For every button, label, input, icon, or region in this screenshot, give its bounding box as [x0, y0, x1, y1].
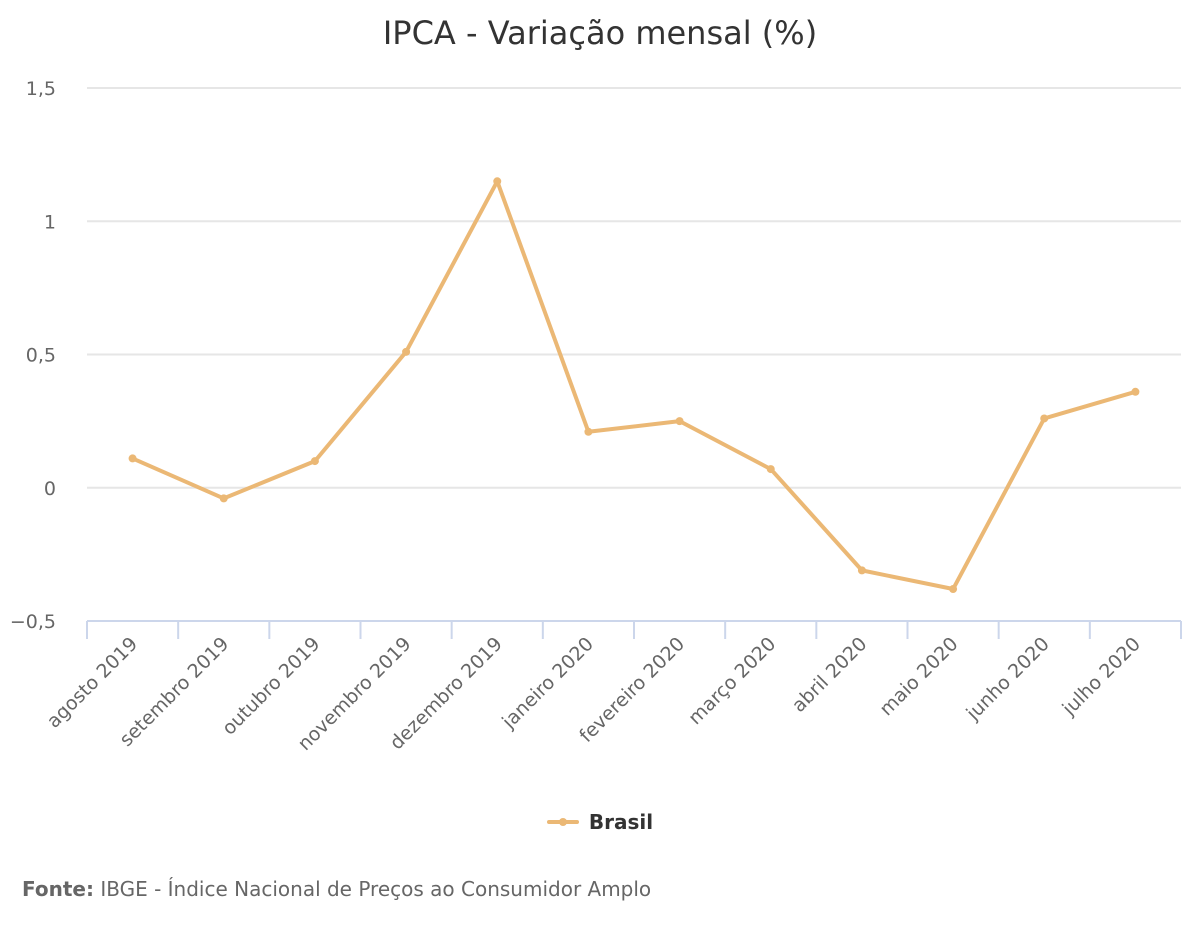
x-tick-label: janeiro 2020: [497, 633, 598, 734]
data-point[interactable]: [402, 347, 411, 356]
credits-label: Fonte:: [22, 877, 94, 901]
data-point[interactable]: [310, 457, 319, 466]
x-tick-label: maio 2020: [875, 633, 962, 720]
y-tick-label: 1,5: [26, 78, 56, 100]
legend-item-brasil[interactable]: Brasil: [546, 810, 654, 834]
legend: Brasil: [0, 810, 1200, 834]
y-tick-label: 1: [44, 211, 56, 233]
data-point[interactable]: [219, 494, 228, 503]
y-axis-labels: 1,5 1 0,5 0 −0,5: [10, 78, 56, 633]
data-point[interactable]: [1040, 414, 1049, 423]
y-tick-label: 0: [44, 478, 56, 500]
series-line: [130, 179, 1138, 592]
credits: Fonte: IBGE - Índice Nacional de Preços …: [22, 877, 651, 901]
gridlines: [87, 87, 1181, 489]
legend-line-marker-icon: [546, 818, 579, 826]
y-tick-label: 0,5: [26, 345, 56, 367]
x-tick-label: março 2020: [684, 633, 780, 729]
data-point[interactable]: [493, 177, 502, 186]
data-point[interactable]: [128, 454, 137, 463]
data-point[interactable]: [675, 417, 684, 426]
x-tick-label: agosto 2019: [43, 633, 142, 732]
data-point[interactable]: [584, 427, 593, 436]
legend-label: Brasil: [588, 810, 654, 834]
data-point[interactable]: [1131, 387, 1140, 396]
x-axis: [86, 620, 1182, 639]
data-point[interactable]: [766, 465, 775, 474]
chart-title: IPCA - Variação mensal (%): [382, 14, 818, 52]
x-tick-label: julho 2020: [1058, 633, 1145, 720]
data-point[interactable]: [857, 566, 866, 575]
data-point[interactable]: [949, 585, 958, 594]
y-tick-label: −0,5: [10, 611, 56, 633]
credits-text: IBGE - Índice Nacional de Preços ao Cons…: [100, 877, 652, 901]
series-brasil[interactable]: [128, 177, 1140, 594]
x-tick-label: junho 2020: [962, 633, 1054, 725]
x-tick-label: abril 2020: [788, 633, 872, 717]
